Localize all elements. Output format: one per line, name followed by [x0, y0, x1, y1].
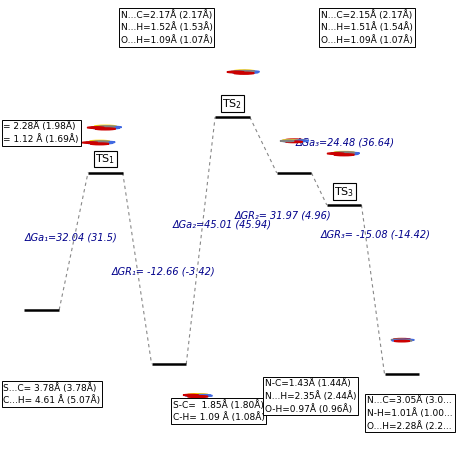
Ellipse shape	[29, 391, 43, 392]
Ellipse shape	[327, 153, 344, 155]
Text: ΔGR₂= 31.97 (4.96): ΔGR₂= 31.97 (4.96)	[234, 210, 331, 220]
Ellipse shape	[235, 71, 250, 72]
Ellipse shape	[227, 71, 244, 73]
Ellipse shape	[189, 395, 206, 396]
Ellipse shape	[341, 153, 358, 155]
Text: ΔGa₂=45.01 (45.94): ΔGa₂=45.01 (45.94)	[173, 219, 272, 229]
Ellipse shape	[239, 71, 255, 72]
Text: N...C=2.17Å (2.17Å)
N...H=1.52Å (1.53Å)
O...H=1.09Å (1.07Å): N...C=2.17Å (2.17Å) N...H=1.52Å (1.53Å) …	[121, 10, 213, 45]
Text: TS$_1$: TS$_1$	[95, 152, 116, 166]
Ellipse shape	[290, 140, 305, 142]
Text: S...C= 3.78Å (3.78Å)
C...H= 4.61 Å (5.07Å): S...C= 3.78Å (3.78Å) C...H= 4.61 Å (5.07…	[3, 383, 100, 405]
Ellipse shape	[100, 141, 115, 143]
Ellipse shape	[391, 339, 405, 340]
Ellipse shape	[82, 142, 98, 143]
Ellipse shape	[241, 72, 258, 73]
Text: ΔGa₁=32.04 (31.5): ΔGa₁=32.04 (31.5)	[25, 232, 117, 242]
Ellipse shape	[234, 70, 254, 72]
Ellipse shape	[183, 394, 199, 396]
Text: TS$_2$: TS$_2$	[222, 97, 243, 110]
Ellipse shape	[398, 340, 412, 341]
Ellipse shape	[45, 391, 58, 392]
Ellipse shape	[187, 395, 202, 397]
Ellipse shape	[394, 340, 410, 342]
Ellipse shape	[334, 154, 354, 156]
Ellipse shape	[295, 140, 309, 141]
Ellipse shape	[88, 143, 103, 144]
Ellipse shape	[334, 152, 354, 154]
Ellipse shape	[96, 126, 111, 128]
Ellipse shape	[333, 153, 349, 155]
Ellipse shape	[91, 143, 109, 145]
Text: = 2.28Å (1.98Å)
= 1.12 Å (1.69Å): = 2.28Å (1.98Å) = 1.12 Å (1.69Å)	[3, 121, 79, 144]
Ellipse shape	[43, 391, 56, 392]
Ellipse shape	[188, 394, 208, 396]
Ellipse shape	[37, 391, 51, 392]
Text: ΔGR₃= -15.08 (-14.42): ΔGR₃= -15.08 (-14.42)	[321, 230, 431, 240]
Ellipse shape	[32, 391, 47, 392]
Ellipse shape	[193, 395, 209, 397]
Ellipse shape	[343, 153, 360, 154]
Ellipse shape	[35, 390, 49, 392]
Text: N...C=3.05Å (3.0...
N-H=1.01Å (1.00...
O...H=2.28Å (2.2...: N...C=3.05Å (3.0... N-H=1.01Å (1.00... O…	[367, 395, 453, 431]
Text: N-C=1.43Å (1.44Å)
N...H=2.35Å (2.44Å)
O-H=0.97Å (0.96Å): N-C=1.43Å (1.44Å) N...H=2.35Å (2.44Å) O-…	[265, 378, 357, 413]
Ellipse shape	[231, 71, 248, 73]
Ellipse shape	[399, 339, 414, 341]
Ellipse shape	[237, 71, 255, 73]
Ellipse shape	[243, 71, 259, 73]
Ellipse shape	[232, 72, 249, 73]
Ellipse shape	[393, 338, 410, 340]
Ellipse shape	[90, 140, 109, 142]
Ellipse shape	[27, 390, 44, 392]
Ellipse shape	[91, 141, 105, 143]
Ellipse shape	[280, 140, 294, 142]
Ellipse shape	[185, 395, 202, 397]
Ellipse shape	[103, 127, 119, 129]
Ellipse shape	[105, 127, 121, 128]
Ellipse shape	[194, 394, 211, 396]
Ellipse shape	[331, 153, 348, 154]
Ellipse shape	[234, 72, 254, 74]
Ellipse shape	[283, 139, 298, 141]
Ellipse shape	[337, 153, 356, 155]
Ellipse shape	[86, 142, 101, 143]
Ellipse shape	[46, 391, 59, 392]
Ellipse shape	[95, 141, 109, 142]
Ellipse shape	[100, 127, 118, 128]
Ellipse shape	[339, 152, 355, 154]
Ellipse shape	[197, 395, 212, 396]
Text: ΔGR₁= -12.66 (-3.42): ΔGR₁= -12.66 (-3.42)	[111, 266, 215, 276]
Ellipse shape	[33, 392, 46, 393]
Ellipse shape	[286, 141, 302, 143]
Text: TS$_3$: TS$_3$	[334, 185, 354, 199]
Ellipse shape	[283, 140, 299, 142]
Ellipse shape	[94, 125, 117, 128]
Ellipse shape	[95, 128, 116, 130]
Text: ΔGa₃=24.48 (36.64): ΔGa₃=24.48 (36.64)	[296, 138, 395, 148]
Ellipse shape	[335, 152, 350, 154]
Ellipse shape	[98, 142, 113, 144]
Ellipse shape	[48, 390, 61, 392]
Text: N...C=2.15Å (2.17Å)
N...H=1.51Å (1.54Å)
O...H=1.09Å (1.07Å): N...C=2.15Å (2.17Å) N...H=1.51Å (1.54Å) …	[321, 10, 413, 45]
Ellipse shape	[40, 390, 55, 392]
Ellipse shape	[100, 126, 115, 128]
Text: S-C=  1.85Å (1.80Å)
C-H= 1.09 Å (1.08Å): S-C= 1.85Å (1.80Å) C-H= 1.09 Å (1.08Å)	[173, 400, 264, 422]
Ellipse shape	[286, 140, 302, 141]
Ellipse shape	[392, 340, 406, 341]
Ellipse shape	[26, 391, 40, 392]
Ellipse shape	[95, 142, 112, 144]
Ellipse shape	[286, 139, 302, 141]
Ellipse shape	[394, 339, 410, 341]
Ellipse shape	[188, 396, 208, 398]
Ellipse shape	[291, 140, 306, 141]
Ellipse shape	[93, 128, 110, 129]
Ellipse shape	[31, 391, 47, 392]
Ellipse shape	[91, 127, 108, 128]
Ellipse shape	[87, 127, 104, 128]
